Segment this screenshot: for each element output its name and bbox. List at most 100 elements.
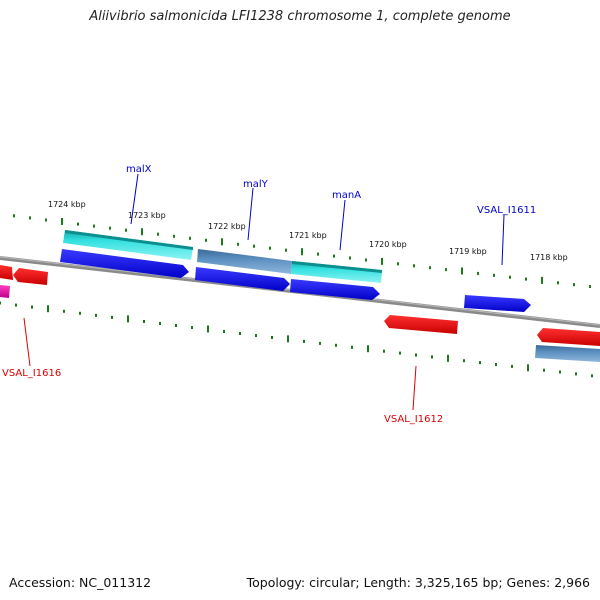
tick-label-1718: 1718 kbp: [530, 253, 568, 262]
major-tick: [461, 267, 463, 275]
minor-tick: [15, 303, 17, 307]
minor-tick: [77, 222, 79, 226]
cds-arrow-VSAL_I1612[interactable]: [384, 315, 458, 334]
minor-tick: [591, 374, 593, 378]
minor-tick: [333, 254, 335, 258]
minor-tick: [79, 311, 81, 315]
minor-tick: [109, 226, 111, 230]
major-tick: [367, 345, 369, 353]
minor-tick: [399, 351, 401, 355]
gene-label-VSAL_I1611: VSAL_I1611: [477, 205, 536, 216]
leader-line-VSAL_I1616: [23, 317, 31, 367]
minor-tick: [479, 361, 481, 365]
tick-label-1723: 1723 kbp: [128, 211, 166, 220]
major-tick: [447, 354, 449, 362]
cds-arrow-malY[interactable]: [195, 267, 290, 291]
topology-text: Topology: circular; Length: 3,325,165 bp…: [246, 575, 590, 590]
minor-tick: [239, 332, 241, 335]
minor-tick: [573, 283, 575, 287]
minor-tick: [509, 275, 511, 279]
gene-label-malX: malX: [126, 164, 152, 175]
minor-tick: [253, 244, 255, 248]
gene-label-malY: malY: [243, 179, 269, 190]
major-tick: [127, 315, 129, 323]
tick-label-1720: 1720 kbp: [369, 240, 407, 249]
pseudo-feature-left-edge[interactable]: [0, 285, 10, 298]
gene-feature-right-edge[interactable]: [535, 345, 600, 362]
minor-tick: [13, 214, 15, 218]
tick-label-1721: 1721 kbp: [289, 231, 327, 240]
leader-line-VSAL_I1612: [412, 365, 417, 411]
minor-tick: [0, 301, 1, 305]
minor-tick: [493, 273, 495, 277]
minor-tick: [415, 353, 417, 357]
minor-tick: [191, 326, 193, 329]
gene-feature-malY[interactable]: [197, 249, 292, 274]
minor-tick: [125, 228, 127, 232]
minor-tick: [397, 262, 399, 266]
minor-tick: [317, 252, 319, 256]
cds-arrow-malX[interactable]: [60, 249, 189, 278]
major-tick: [47, 305, 49, 313]
cds-arrow-VSAL_I1616[interactable]: [13, 268, 48, 285]
minor-tick: [351, 345, 353, 349]
minor-tick: [589, 285, 591, 288]
minor-tick: [463, 359, 465, 363]
minor-tick: [95, 313, 97, 317]
minor-tick: [143, 320, 145, 323]
leader-line-manA: [339, 199, 346, 251]
minor-tick: [45, 218, 47, 222]
tick-label-1722: 1722 kbp: [208, 222, 246, 231]
major-tick: [381, 257, 383, 265]
gene-feature-malX[interactable]: [63, 230, 193, 260]
major-tick: [541, 276, 543, 284]
minor-tick: [159, 322, 161, 325]
minor-tick: [93, 224, 95, 228]
minor-tick: [31, 305, 33, 309]
major-tick: [527, 364, 529, 372]
minor-tick: [157, 232, 159, 236]
gene-feature-manA[interactable]: [291, 261, 382, 283]
minor-tick: [431, 355, 433, 359]
minor-tick: [205, 238, 207, 242]
minor-tick: [271, 336, 273, 339]
minor-tick: [349, 256, 351, 260]
minor-tick: [173, 234, 175, 238]
minor-tick: [557, 281, 559, 285]
gene-label-VSAL_I1616: VSAL_I1616: [2, 368, 61, 379]
minor-tick: [429, 266, 431, 270]
cds-arrow-manA[interactable]: [290, 279, 380, 300]
major-tick: [207, 325, 209, 333]
tick-label-1719: 1719 kbp: [449, 247, 487, 256]
cds-arrow-right-edge[interactable]: [537, 328, 600, 346]
major-tick: [141, 228, 143, 236]
leader-line-malX: [130, 173, 139, 225]
minor-tick: [255, 334, 257, 337]
leader-line-malY: [247, 187, 254, 241]
minor-tick: [111, 315, 113, 319]
minor-tick: [223, 330, 225, 333]
major-tick: [287, 335, 289, 343]
major-tick: [61, 218, 63, 225]
scale-ticks-lower: [0, 301, 593, 378]
minor-tick: [237, 242, 239, 246]
minor-tick: [525, 277, 527, 281]
map-title: Aliivibrio salmonicida LFI1238 chromosom…: [89, 9, 511, 24]
tick-label-1724: 1724 kbp: [48, 200, 86, 209]
minor-tick: [29, 216, 31, 220]
gene-label-VSAL_I1612: VSAL_I1612: [384, 414, 443, 425]
cds-arrow-left-edge[interactable]: [0, 265, 13, 280]
gene-label-manA: manA: [332, 190, 361, 201]
major-tick: [221, 238, 223, 246]
minor-tick: [511, 364, 513, 368]
minor-tick: [445, 268, 447, 272]
minor-tick: [335, 343, 337, 347]
minor-tick: [559, 370, 561, 374]
minor-tick: [63, 309, 65, 313]
minor-tick: [543, 368, 545, 372]
minor-tick: [365, 258, 367, 262]
accession-text: Accession: NC_011312: [9, 575, 152, 590]
cds-arrow-VSAL_I1611[interactable]: [464, 295, 531, 312]
minor-tick: [303, 339, 305, 343]
